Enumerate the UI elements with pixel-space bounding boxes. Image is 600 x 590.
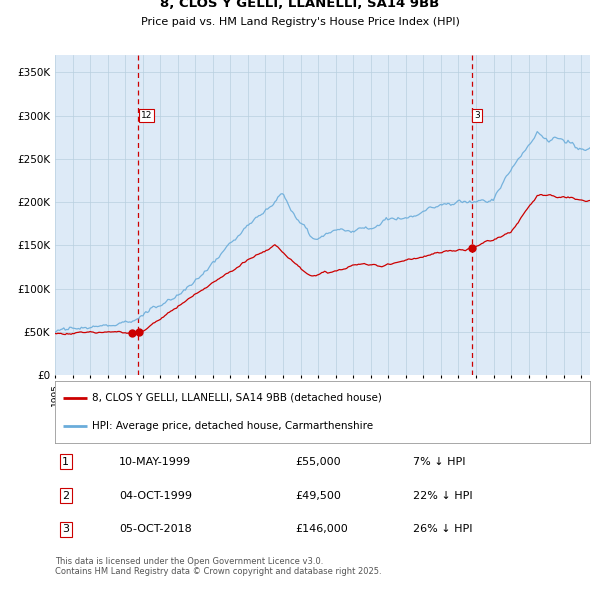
Text: 12: 12 xyxy=(141,111,152,120)
Text: £146,000: £146,000 xyxy=(296,525,349,535)
Text: Price paid vs. HM Land Registry's House Price Index (HPI): Price paid vs. HM Land Registry's House … xyxy=(140,17,460,27)
Text: 26% ↓ HPI: 26% ↓ HPI xyxy=(413,525,473,535)
Text: Contains HM Land Registry data © Crown copyright and database right 2025.: Contains HM Land Registry data © Crown c… xyxy=(55,567,382,576)
Text: 8, CLOS Y GELLI, LLANELLI, SA14 9BB: 8, CLOS Y GELLI, LLANELLI, SA14 9BB xyxy=(160,0,440,10)
Text: 7% ↓ HPI: 7% ↓ HPI xyxy=(413,457,466,467)
Text: 3: 3 xyxy=(474,111,480,120)
Text: 2: 2 xyxy=(62,491,69,500)
Text: 1: 1 xyxy=(62,457,69,467)
Text: 10-MAY-1999: 10-MAY-1999 xyxy=(119,457,191,467)
Text: 22% ↓ HPI: 22% ↓ HPI xyxy=(413,491,473,500)
Text: 05-OCT-2018: 05-OCT-2018 xyxy=(119,525,192,535)
Text: 8, CLOS Y GELLI, LLANELLI, SA14 9BB (detached house): 8, CLOS Y GELLI, LLANELLI, SA14 9BB (det… xyxy=(92,393,382,403)
Text: This data is licensed under the Open Government Licence v3.0.: This data is licensed under the Open Gov… xyxy=(55,557,323,566)
Text: 04-OCT-1999: 04-OCT-1999 xyxy=(119,491,192,500)
Text: £49,500: £49,500 xyxy=(296,491,341,500)
Text: £55,000: £55,000 xyxy=(296,457,341,467)
Text: HPI: Average price, detached house, Carmarthenshire: HPI: Average price, detached house, Carm… xyxy=(92,421,374,431)
Text: 3: 3 xyxy=(62,525,69,535)
